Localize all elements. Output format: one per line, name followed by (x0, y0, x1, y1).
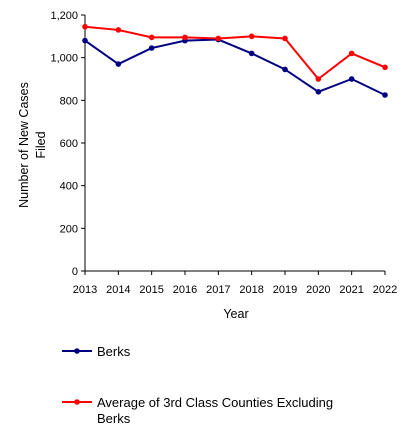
legend-marker-berks (74, 348, 80, 354)
x-tick-label: 2019 (273, 284, 297, 296)
legend-label-average: Average of 3rd Class Counties Excluding … (97, 395, 337, 426)
legend-item-berks: Berks (62, 344, 131, 359)
data-point-average (315, 76, 322, 82)
legend-marker-average (74, 399, 80, 405)
x-tick-label: 2016 (173, 284, 197, 296)
y-tick-label: 0 (72, 266, 78, 278)
data-point-average (215, 35, 222, 42)
data-point-average (248, 33, 255, 40)
data-point-average (182, 34, 188, 41)
legend-label-average-line-1: Average of 3rd Class Counties Excluding (97, 395, 333, 410)
legend-label-berks: Berks (97, 344, 131, 359)
legend-label-average-line-2: Berks (97, 411, 131, 426)
x-tick-label: 2018 (239, 284, 263, 296)
x-tick-label: 2020 (306, 284, 330, 296)
data-point-average (282, 35, 288, 42)
data-point-berks (348, 76, 355, 82)
plot-area: 0 200 400 600 800 1,000 1,200 2013 2014 2015 2016 2… (50, 10, 397, 296)
x-tick-label: 2021 (339, 284, 363, 296)
data-point-average (82, 23, 88, 30)
y-tick-label: 1,000 (50, 53, 78, 65)
series-line-average (84, 25, 386, 80)
data-point-berks (115, 61, 122, 67)
x-tick-label: 2017 (206, 284, 230, 296)
y-tick-label: 400 (60, 181, 78, 193)
y-axis-title: Number of New Cases Filed (17, 82, 48, 208)
y-tick-label: 600 (60, 138, 78, 150)
y-axis-title-line-2: Filed (34, 131, 48, 158)
x-tick-label: 2014 (106, 284, 130, 296)
x-tick-label: 2013 (73, 284, 97, 296)
data-point-average (382, 64, 388, 71)
y-tick-label: 1,200 (50, 10, 78, 22)
data-point-berks (315, 89, 322, 95)
x-axis-title: Year (223, 307, 248, 321)
data-point-average (115, 27, 122, 33)
data-point-berks (148, 45, 155, 51)
legend-item-average: Average of 3rd Class Counties Excluding … (62, 395, 337, 426)
y-axis-title-line-1: Number of New Cases (17, 82, 31, 208)
x-tick-label: 2015 (139, 284, 163, 296)
y-tick-label: 800 (60, 95, 78, 107)
data-point-berks (82, 37, 88, 44)
data-point-average (148, 34, 155, 41)
y-tick-label: 200 (60, 223, 78, 235)
data-point-berks (382, 92, 388, 98)
series-line-berks (84, 38, 386, 96)
data-point-berks (248, 50, 255, 57)
legend: Berks Average of 3rd Class Counties Excl… (62, 344, 337, 426)
data-point-average (348, 50, 355, 57)
x-tick-label: 2022 (373, 284, 397, 296)
data-point-berks (282, 66, 288, 73)
